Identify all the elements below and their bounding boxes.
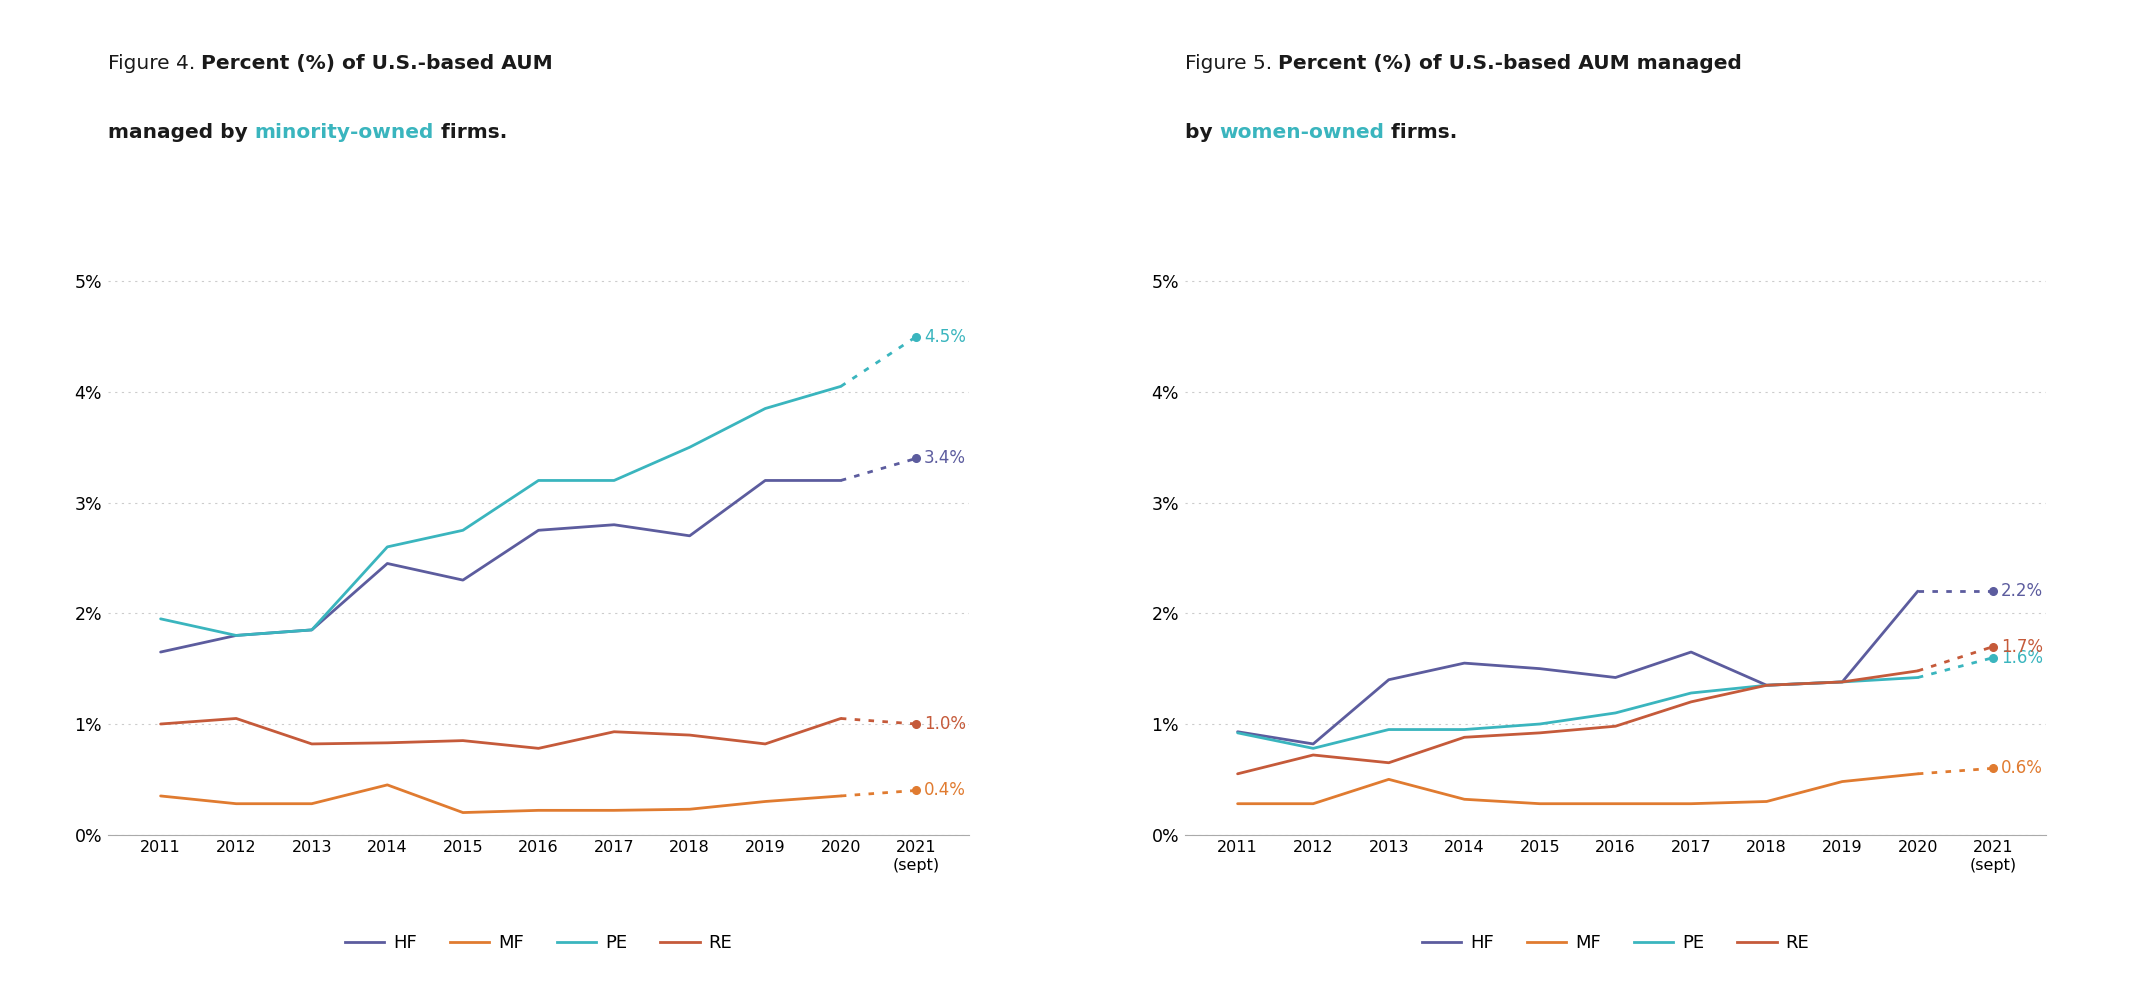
Legend: HF, MF, PE, RE: HF, MF, PE, RE	[1415, 927, 1816, 959]
Text: 0.4%: 0.4%	[924, 782, 965, 799]
Text: firms.: firms.	[433, 123, 506, 141]
Text: 3.4%: 3.4%	[924, 450, 965, 467]
Text: 1.7%: 1.7%	[2001, 637, 2042, 656]
Text: Figure 5.: Figure 5.	[1185, 54, 1277, 73]
Text: Percent (%) of U.S.-based AUM: Percent (%) of U.S.-based AUM	[200, 54, 554, 73]
Text: managed by: managed by	[108, 123, 254, 141]
Text: women-owned: women-owned	[1219, 123, 1385, 141]
Text: firms.: firms.	[1385, 123, 1458, 141]
Text: 1.0%: 1.0%	[924, 715, 965, 733]
Text: Percent (%) of U.S.-based AUM managed: Percent (%) of U.S.-based AUM managed	[1277, 54, 1743, 73]
Legend: HF, MF, PE, RE: HF, MF, PE, RE	[338, 927, 739, 959]
Text: 2.2%: 2.2%	[2001, 582, 2044, 600]
Text: Figure 4.: Figure 4.	[108, 54, 200, 73]
Text: 4.5%: 4.5%	[924, 328, 965, 346]
Text: 1.6%: 1.6%	[2001, 648, 2042, 667]
Text: 0.6%: 0.6%	[2001, 759, 2042, 778]
Text: by: by	[1185, 123, 1219, 141]
Text: minority-owned: minority-owned	[254, 123, 433, 141]
